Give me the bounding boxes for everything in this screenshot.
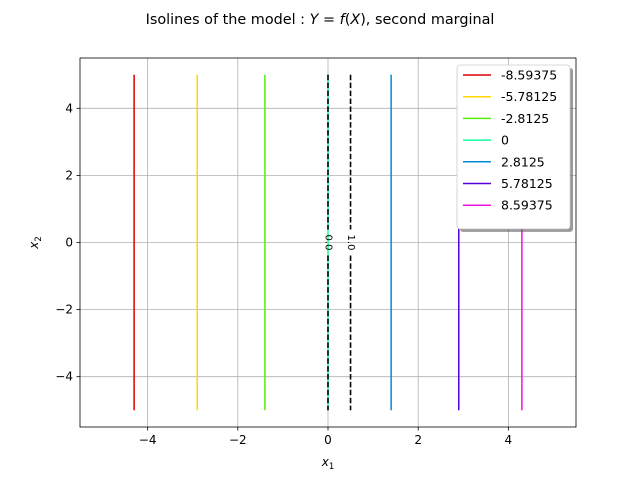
legend-box <box>456 64 571 230</box>
x-tick-label: −2 <box>229 433 247 447</box>
x-label-text: x1 <box>321 455 335 472</box>
y-tick-label: 2 <box>65 168 73 182</box>
y-axis-label: x2 <box>27 236 44 250</box>
legend-label: -2.8125 <box>501 111 549 126</box>
title-open: ( <box>345 12 351 28</box>
y-label-base: x <box>27 241 41 250</box>
y-tick-label: −2 <box>55 303 73 317</box>
x-tick-label: 0 <box>324 433 332 447</box>
title-eq: = <box>318 12 339 28</box>
x-tick-label: −4 <box>139 433 157 447</box>
x-label-sub: 1 <box>329 462 334 472</box>
legend-label: -8.59375 <box>501 68 557 83</box>
x-axis-label: x1 <box>321 455 335 472</box>
title-y: Y <box>310 12 320 28</box>
threshold-label-0: 0.0 <box>323 235 334 251</box>
x-label-base: x <box>321 455 330 469</box>
y-label-sub: 2 <box>34 236 44 241</box>
legend-label: 5.78125 <box>501 176 553 191</box>
chart-title: Isolines of the model : Y = f(X), second… <box>146 12 495 28</box>
y-tick-label: 4 <box>65 101 73 115</box>
y-label-text: x2 <box>27 236 44 250</box>
threshold-label-1: 1.0 <box>345 235 356 251</box>
title-prefix: Isolines of the model : <box>146 12 310 28</box>
title-f: f <box>340 12 347 28</box>
axis-ticks: −4 −2 0 2 4 −4 −2 0 2 4 <box>55 101 512 447</box>
y-tick-label: 0 <box>65 236 73 250</box>
title-x: X <box>349 12 361 28</box>
x-tick-label: 4 <box>505 433 513 447</box>
legend-label: 2.8125 <box>501 154 545 169</box>
legend-label: 0 <box>501 133 509 148</box>
y-tick-label: −4 <box>55 370 73 384</box>
legend-label: -5.78125 <box>501 89 557 104</box>
title-suffix: ), second marginal <box>360 12 494 28</box>
x-tick-label: 2 <box>414 433 422 447</box>
threshold-lines: 0.0 1.0 <box>323 74 356 411</box>
legend-label: 8.59375 <box>501 198 553 213</box>
legend: -8.59375 -5.78125 -2.8125 0 2.8125 5.78125 8.5… <box>456 64 573 232</box>
